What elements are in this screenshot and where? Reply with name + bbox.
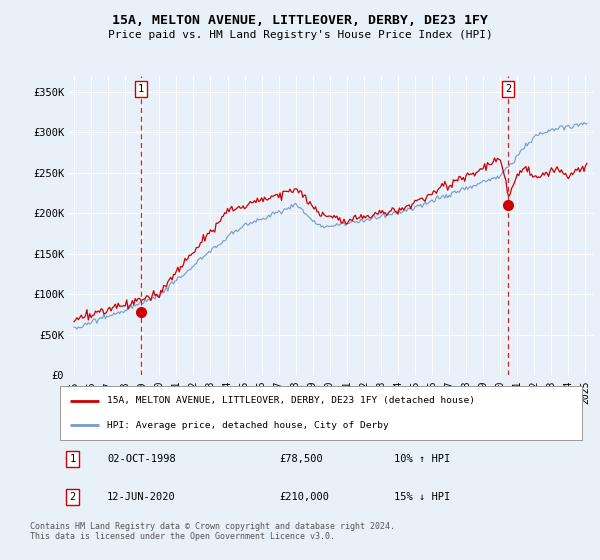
- Text: 10% ↑ HPI: 10% ↑ HPI: [394, 454, 451, 464]
- Text: Contains HM Land Registry data © Crown copyright and database right 2024.
This d: Contains HM Land Registry data © Crown c…: [30, 522, 395, 542]
- Text: £210,000: £210,000: [279, 492, 329, 502]
- Text: £78,500: £78,500: [279, 454, 323, 464]
- Text: 15A, MELTON AVENUE, LITTLEOVER, DERBY, DE23 1FY: 15A, MELTON AVENUE, LITTLEOVER, DERBY, D…: [112, 14, 488, 27]
- Text: 1: 1: [70, 454, 76, 464]
- Text: 2: 2: [505, 84, 511, 94]
- Text: 15% ↓ HPI: 15% ↓ HPI: [394, 492, 451, 502]
- Text: 12-JUN-2020: 12-JUN-2020: [107, 492, 176, 502]
- Text: Price paid vs. HM Land Registry's House Price Index (HPI): Price paid vs. HM Land Registry's House …: [107, 30, 493, 40]
- Text: 2: 2: [70, 492, 76, 502]
- Text: HPI: Average price, detached house, City of Derby: HPI: Average price, detached house, City…: [107, 421, 389, 430]
- Text: 02-OCT-1998: 02-OCT-1998: [107, 454, 176, 464]
- Text: 1: 1: [138, 84, 144, 94]
- Text: 15A, MELTON AVENUE, LITTLEOVER, DERBY, DE23 1FY (detached house): 15A, MELTON AVENUE, LITTLEOVER, DERBY, D…: [107, 396, 475, 405]
